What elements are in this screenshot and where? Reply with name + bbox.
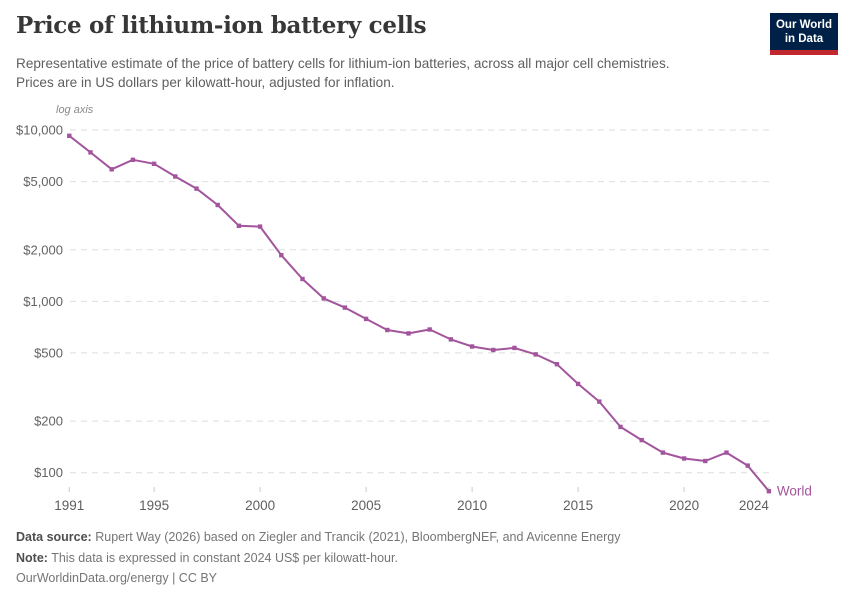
data-source-label: Data source: — [16, 530, 92, 544]
data-source-text: Rupert Way (2026) based on Ziegler and T… — [95, 530, 621, 544]
x-axis-tick-label: 1995 — [139, 498, 169, 513]
data-point-marker[interactable] — [639, 437, 644, 443]
page-title: Price of lithium-ion battery cells — [16, 12, 427, 39]
x-axis-tick-label: 2024 — [739, 498, 770, 513]
data-point-marker[interactable] — [575, 381, 581, 387]
data-point-marker[interactable] — [342, 305, 348, 310]
data-point-marker[interactable] — [406, 331, 411, 336]
owid-logo-line2: in Data — [784, 33, 824, 45]
owid-logo-line1: Our World — [775, 19, 832, 31]
data-point-marker[interactable] — [660, 450, 666, 455]
chart-subtitle: Representative estimate of the price of … — [16, 54, 670, 92]
x-axis-tick-label: 1991 — [54, 498, 84, 513]
data-point-marker[interactable] — [385, 327, 390, 333]
data-point-marker[interactable] — [491, 347, 496, 353]
x-axis-tick-label: 2020 — [669, 498, 699, 513]
series-label-world: World — [777, 484, 812, 499]
data-point-marker[interactable] — [745, 463, 750, 468]
data-point-marker[interactable] — [300, 276, 305, 282]
data-source-line: Data source: Rupert Way (2026) based on … — [16, 527, 621, 548]
data-point-marker[interactable] — [257, 224, 263, 229]
data-point-marker[interactable] — [681, 456, 687, 461]
data-point-marker[interactable] — [363, 316, 369, 322]
data-point-marker[interactable] — [533, 352, 538, 357]
chart-subtitle-line1: Representative estimate of the price of … — [16, 56, 670, 71]
data-point-marker[interactable] — [321, 296, 326, 301]
note-label: Note: — [16, 550, 48, 565]
data-point-marker[interactable] — [279, 253, 284, 258]
x-axis-tick-label: 2010 — [457, 498, 487, 513]
y-axis-tick-label: $1,000 — [23, 294, 63, 309]
data-point-marker[interactable] — [597, 399, 602, 404]
data-point-marker[interactable] — [109, 167, 114, 172]
x-axis-tick-label: 2000 — [245, 498, 275, 513]
data-point-marker[interactable] — [512, 345, 517, 351]
data-point-marker[interactable] — [88, 150, 93, 155]
y-axis-tick-label: $10,000 — [16, 123, 63, 138]
data-point-marker[interactable] — [151, 161, 157, 166]
y-axis-tick-label: $200 — [34, 414, 63, 429]
x-axis-tick-label: 2015 — [563, 498, 593, 513]
data-point-marker[interactable] — [554, 362, 560, 367]
data-point-marker[interactable] — [427, 327, 432, 332]
y-axis-tick-label: $5,000 — [23, 174, 63, 189]
license-line: OurWorldinData.org/energy | CC BY — [16, 571, 218, 585]
data-point-marker[interactable] — [194, 186, 199, 191]
data-point-marker[interactable] — [703, 458, 708, 464]
data-point-marker[interactable] — [724, 450, 729, 455]
y-axis-tick-label: $100 — [34, 465, 63, 480]
chart-footer: Data source: Rupert Way (2026) based on … — [16, 527, 621, 589]
chart-subtitle-line2: Prices are in US dollars per kilowatt-ho… — [16, 75, 395, 90]
data-point-marker[interactable] — [469, 344, 475, 349]
x-axis-tick-label: 2005 — [351, 498, 381, 513]
note-line: Note: This data is expressed in constant… — [16, 548, 621, 569]
data-point-marker[interactable] — [215, 202, 220, 208]
data-point-marker[interactable] — [618, 424, 623, 430]
data-point-marker[interactable] — [67, 133, 72, 138]
data-point-marker[interactable] — [766, 489, 772, 494]
world-series-line[interactable] — [68, 135, 770, 492]
data-point-marker[interactable] — [236, 223, 242, 228]
log-axis-label: log axis — [56, 104, 94, 116]
data-point-marker[interactable] — [448, 337, 454, 342]
owid-logo[interactable]: Our World in Data — [770, 13, 838, 55]
data-point-marker[interactable] — [173, 174, 178, 179]
y-axis-tick-label: $500 — [34, 345, 63, 360]
note-text: This data is expressed in constant 2024 … — [51, 550, 398, 565]
y-axis-tick-label: $2,000 — [23, 242, 63, 257]
data-point-marker[interactable] — [130, 157, 136, 162]
